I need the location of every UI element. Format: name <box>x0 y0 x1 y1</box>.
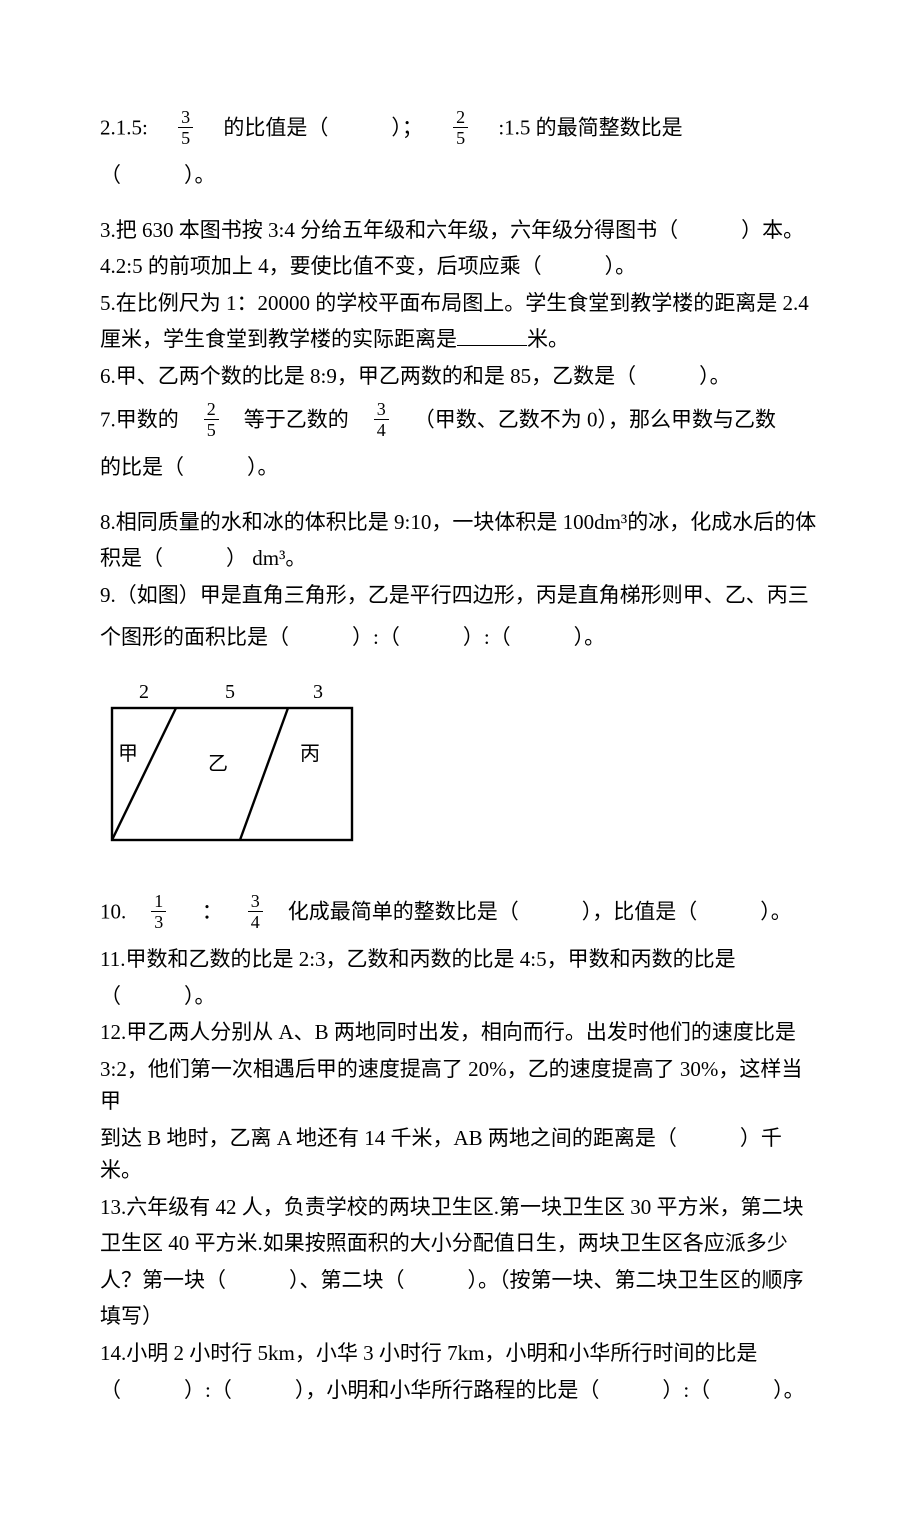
fraction-2-5b: 2 5 <box>204 400 219 439</box>
question-7-line1: 7.甲数的 2 5 等于乙数的 3 4 （甲数、乙数不为 0），那么甲数与乙数 <box>100 402 820 441</box>
question-5-line2: 厘米，学生食堂到教学楼的实际距离是 米。 <box>100 323 820 356</box>
q7-pre: 7.甲数的 <box>100 408 179 432</box>
q10-mid1: ： <box>202 899 223 923</box>
q7-mid1: 等于乙数的 <box>244 408 349 432</box>
svg-text:2: 2 <box>139 681 149 703</box>
svg-text:3: 3 <box>313 681 323 703</box>
q5-b-post: 米。 <box>527 327 569 351</box>
q7-mid2: （甲数、乙数不为 0），那么甲数与乙数 <box>414 408 776 432</box>
question-13-line3: 人？第一块（ ）、第二块（ ）。（按第一块、第二块卫生区的顺序 <box>100 1264 820 1297</box>
svg-text:5: 5 <box>225 681 235 703</box>
q10-pre: 10. <box>100 899 126 923</box>
question-11-line1: 11.甲数和乙数的比是 2:3，乙数和丙数的比是 4:5，甲数和丙数的比是 <box>100 943 820 976</box>
question-7-line2: 的比是（ ）。 <box>100 451 820 484</box>
question-3: 3.把 630 本图书按 3:4 分给五年级和六年级，六年级分得图书（ ）本。 <box>100 214 820 247</box>
question-13-line4: 填写） <box>100 1300 820 1333</box>
question-5-line1: 5.在比例尺为 1：20000 的学校平面布局图上。学生食堂到教学楼的距离是 2… <box>100 287 820 320</box>
question-10: 10. 1 3 ： 3 4 化成最简单的整数比是（ ），比值是（ ）。 <box>100 894 820 933</box>
question-12-line3: 到达 B 地时，乙离 A 地还有 14 千米，AB 两地之间的距离是（ ）千米。 <box>100 1122 820 1187</box>
question-12-line2: 3:2，他们第一次相遇后甲的速度提高了 20%，乙的速度提高了 30%，这样当甲 <box>100 1053 820 1118</box>
q2-pre: 2.1.5: <box>100 115 148 139</box>
fraction-3-4b: 3 4 <box>248 892 263 931</box>
question-2-line2: （ ）。 <box>100 159 820 192</box>
question-14-line2: （ ）:（ ），小明和小华所行路程的比是（ ）:（ ）。 <box>100 1374 820 1407</box>
q2-mid2: :1.5 的最简整数比是 <box>498 115 682 139</box>
question-6: 6.甲、乙两个数的比是 8:9，甲乙两数的和是 85，乙数是（ ）。 <box>100 360 820 393</box>
svg-text:乙: 乙 <box>208 753 228 775</box>
fraction-2-5: 2 5 <box>453 108 468 147</box>
q2-mid1: 的比值是（ ）； <box>223 115 423 139</box>
fraction-1-3: 1 3 <box>151 892 166 931</box>
triangle-parallelogram-trapezoid-diagram: 2 5 3 甲 乙 丙 <box>110 680 820 850</box>
svg-text:甲: 甲 <box>118 743 138 765</box>
blank-input <box>457 324 527 346</box>
question-12-line1: 12.甲乙两人分别从 A、B 两地同时出发，相向而行。出发时他们的速度比是 <box>100 1016 820 1049</box>
question-11-line2: （ ）。 <box>100 980 820 1013</box>
question-2-line1: 2.1.5: 3 5 的比值是（ ）； 2 5 :1.5 的最简整数比是 <box>100 110 820 149</box>
question-13-line2: 卫生区 40 平方米.如果按照面积的大小分配值日生，两块卫生区各应派多少 <box>100 1227 820 1260</box>
diagram-svg: 2 5 3 甲 乙 丙 <box>110 680 356 850</box>
question-8-line1: 8.相同质量的水和冰的体积比是 9:10，一块体积是 100dm³的冰，化成水后… <box>100 506 820 539</box>
question-8-line2: 积是（ ） dm³。 <box>100 542 820 575</box>
question-4: 4.2:5 的前项加上 4，要使比值不变，后项应乘（ ）。 <box>100 250 820 283</box>
fraction-3-5: 3 5 <box>178 108 193 147</box>
question-13-line1: 13.六年级有 42 人，负责学校的两块卫生区.第一块卫生区 30 平方米，第二… <box>100 1191 820 1224</box>
q5-b-pre: 厘米，学生食堂到教学楼的实际距离是 <box>100 327 457 351</box>
fraction-3-4: 3 4 <box>374 400 389 439</box>
question-9-line1: 9.（如图）甲是直角三角形，乙是平行四边形，丙是直角梯形则甲、乙、丙三 <box>100 579 820 612</box>
q10-mid2: 化成最简单的整数比是（ ），比值是（ ）。 <box>288 899 792 923</box>
question-14-line1: 14.小明 2 小时行 5km，小华 3 小时行 7km，小明和小华所行时间的比… <box>100 1337 820 1370</box>
question-9-line2: 个图形的面积比是（ ）:（ ）:（ ）。 <box>100 621 820 654</box>
svg-text:丙: 丙 <box>300 743 320 765</box>
